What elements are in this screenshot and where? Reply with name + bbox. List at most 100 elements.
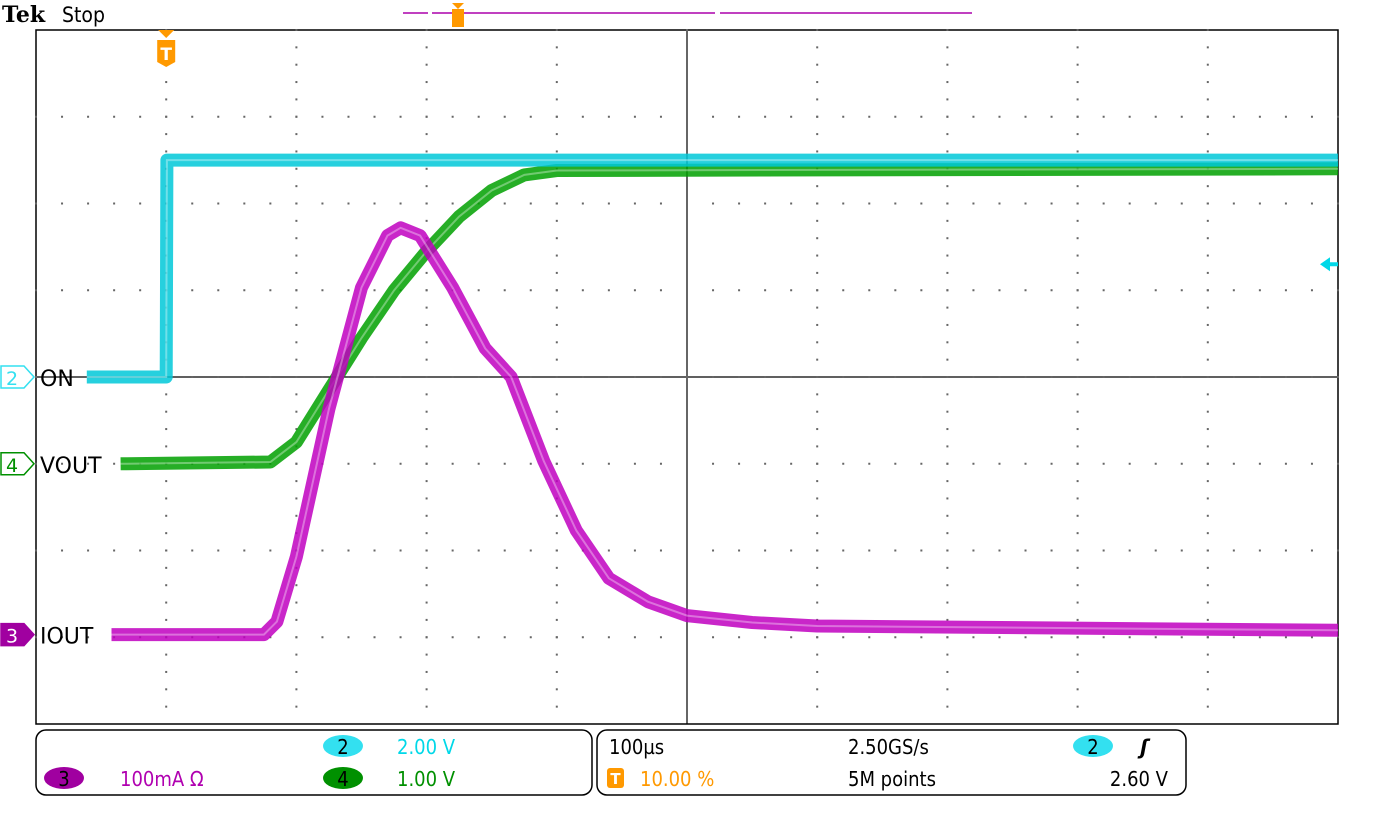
grid-dot — [1128, 549, 1131, 552]
grid-dot — [61, 376, 64, 378]
grid-dot — [1076, 150, 1079, 153]
grid-dot — [1232, 202, 1235, 205]
grid-dot — [295, 150, 298, 153]
grid-dot — [816, 428, 819, 431]
grid-dot — [425, 445, 428, 448]
grid-dot — [555, 323, 558, 326]
grid-dot — [659, 115, 662, 118]
grid-dot — [347, 376, 350, 378]
grid-dot — [165, 81, 168, 84]
grid-dot — [1337, 289, 1339, 292]
grid-dot — [1076, 202, 1079, 205]
grid-dot — [425, 81, 428, 84]
grid-dot — [243, 549, 246, 552]
grid-dot — [243, 202, 246, 205]
grid-dot — [686, 376, 688, 378]
grid-dot — [946, 323, 949, 326]
grid-dot — [1206, 670, 1209, 673]
grid-dot — [842, 462, 845, 465]
grid-dot — [1024, 376, 1027, 378]
grid-dot — [1076, 289, 1079, 292]
record-trigger-marker — [452, 9, 464, 27]
grid-dot — [425, 410, 428, 413]
grid-dot — [946, 237, 949, 240]
grid-dot — [1076, 549, 1079, 552]
grid-dot — [686, 323, 688, 326]
grid-dot — [946, 428, 949, 431]
grid-dot — [87, 115, 90, 118]
channel-markers: 2 ON 4 VOUT 3 IOUT T — [0, 3, 1338, 650]
grid-dot — [764, 289, 767, 292]
grid-dot — [451, 549, 454, 552]
grid-dot — [946, 618, 949, 621]
grid-dot — [373, 549, 376, 552]
grid-dot — [87, 202, 90, 205]
grid-dot — [1284, 289, 1287, 292]
grid-dot — [816, 410, 819, 413]
grid-dot — [35, 376, 37, 378]
ch3-label: IOUT — [40, 625, 94, 650]
trigger-source-badge[interactable] — [1073, 735, 1113, 757]
ch2-badge[interactable] — [323, 735, 363, 757]
grid-dot — [1206, 185, 1209, 188]
grid-dot — [946, 115, 949, 118]
grid-dot — [425, 705, 428, 708]
grid-dot — [295, 341, 298, 344]
grid-dot — [686, 29, 688, 31]
grid-dot — [1180, 549, 1183, 552]
grid-dot — [217, 202, 220, 205]
grid-dot — [217, 115, 220, 118]
grid-dot — [686, 358, 688, 361]
grid-dot — [764, 376, 767, 378]
grid-dot — [1232, 549, 1235, 552]
grid-dot — [425, 584, 428, 587]
grid-dot — [399, 462, 402, 465]
grid-dot — [686, 688, 688, 691]
grid-dot — [1076, 115, 1079, 118]
grid-dot — [295, 688, 298, 691]
grid-dot — [295, 29, 298, 31]
grid-dot — [425, 115, 428, 118]
grid-dot — [555, 549, 558, 552]
ch3-badge[interactable] — [44, 767, 84, 789]
grid-dot — [712, 636, 715, 639]
grid-dot — [1206, 306, 1209, 309]
grid-dot — [738, 115, 741, 118]
grid-dot — [1180, 115, 1183, 118]
grid-dot — [842, 289, 845, 292]
grid-dot — [1076, 480, 1079, 483]
grid-dot — [816, 219, 819, 222]
grid-dot — [35, 289, 37, 292]
grid-dot — [686, 115, 688, 118]
grid-dot — [1076, 688, 1079, 691]
grid-dot — [686, 185, 688, 188]
ch4-badge[interactable] — [323, 767, 363, 789]
grid-dot — [1128, 376, 1131, 378]
grid-dot — [1076, 133, 1079, 136]
grid-dot — [1024, 202, 1027, 205]
grid-dot — [113, 462, 116, 465]
grid-dot — [503, 636, 506, 639]
grid-dot — [425, 63, 428, 66]
grid-dot — [607, 549, 610, 552]
grid-dot — [868, 115, 871, 118]
grid-dot — [738, 462, 741, 465]
grid-dot — [1076, 323, 1079, 326]
grid-dot — [165, 549, 168, 552]
grid-dot — [1076, 254, 1079, 257]
grid-dot — [1102, 636, 1105, 639]
grid-dot — [894, 289, 897, 292]
grid-dot — [894, 202, 897, 205]
grid-dot — [946, 549, 949, 552]
grid-dot — [816, 670, 819, 673]
grid-dot — [1076, 462, 1079, 465]
grid-dot — [1337, 636, 1339, 639]
grid-dot — [686, 549, 688, 552]
grid-dot — [998, 289, 1001, 292]
grid-dot — [686, 566, 688, 569]
grid-dot — [1076, 636, 1079, 639]
grid-dot — [87, 462, 90, 465]
grid-dot — [165, 98, 168, 101]
grid-dot — [217, 376, 220, 378]
grid-dot — [1258, 115, 1261, 118]
